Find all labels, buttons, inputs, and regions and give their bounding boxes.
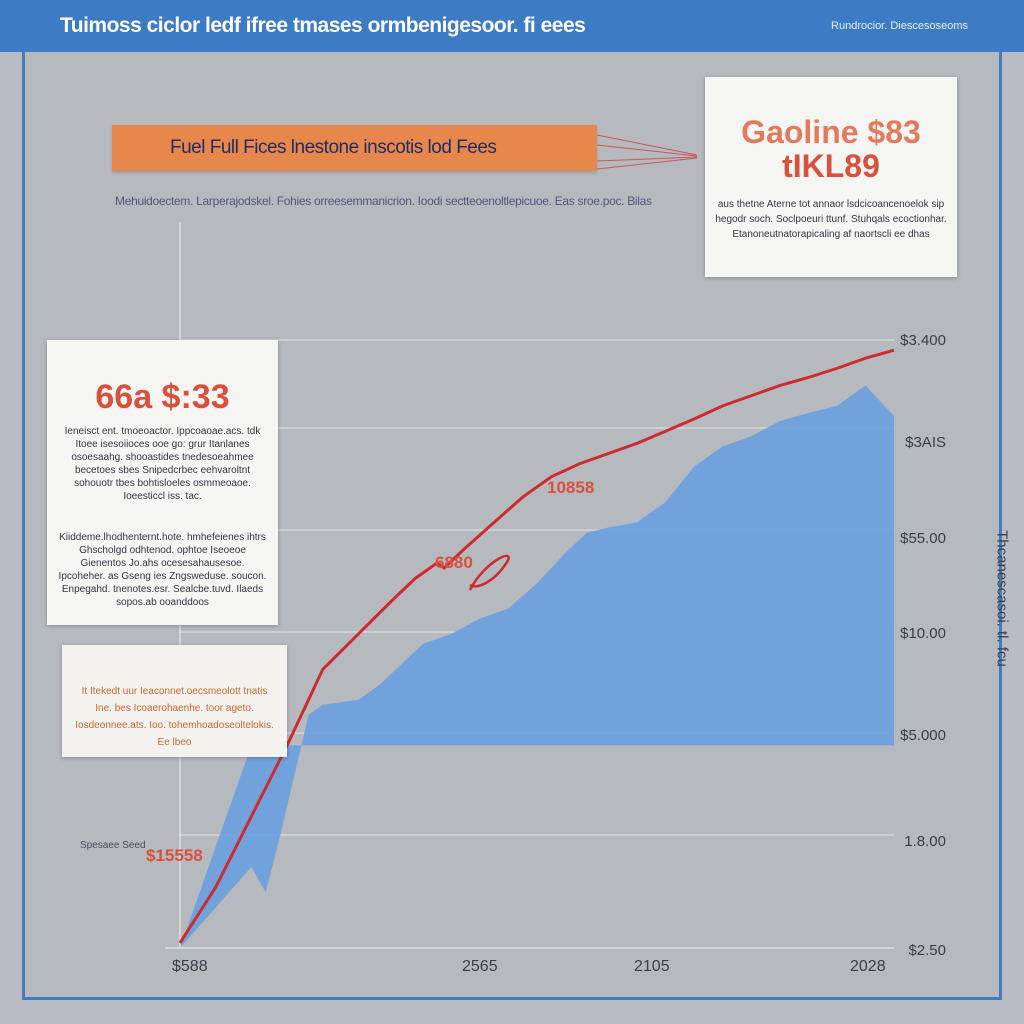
x-tick-label: 2565 <box>462 958 498 975</box>
x-tick-label: 2105 <box>634 958 670 975</box>
y-tick-label: $3AIS <box>905 434 946 451</box>
page-title: Tuimoss ciclor ledf ifree tmases ormbeni… <box>60 14 586 37</box>
card-mid-left-big: 66a $:33 <box>95 378 230 416</box>
y-tick-label: $3.400 <box>900 332 946 349</box>
card-top-right-text: aus thetne Aterne tot annaor lsdcicoance… <box>715 199 947 240</box>
y-tick-label: 1.8.00 <box>904 833 946 850</box>
y-tick-label: $2.50 <box>908 942 946 959</box>
x-tick-label: 2028 <box>850 958 886 975</box>
banner-pointer-lines <box>597 134 698 170</box>
header-right-text: Rundrocior. Diescesoseoms <box>831 20 968 32</box>
card-mid-left-text2: Kiiddeme.lhodhenternt.hote. hmhefeienes … <box>58 532 267 608</box>
card-bottom-left-text: It Itekedt uur Ieaconnet.oecsmeolott tna… <box>75 686 274 748</box>
card-top-right-line2: tIKL89 <box>782 148 880 184</box>
info-card-mid-left: 66a $:33 Ieneisct ent. tmoeoactor. Ippco… <box>47 340 278 625</box>
info-card-bottom-left: It Itekedt uur Ieaconnet.oecsmeolott tna… <box>62 645 287 757</box>
x-tick-label: $588 <box>172 958 208 975</box>
y-axis-label: Thcanescasoi. tl. fcu <box>993 530 1011 667</box>
info-card-top-right: Gaoline $83 tIKL89 aus thetne Aterne tot… <box>705 77 957 277</box>
annotation-label: 6880 <box>435 553 473 572</box>
banner-label: Fuel Full Fices lnestone inscotis lod Fe… <box>170 137 497 158</box>
card-top-right-line1: Gaoline $83 <box>741 114 921 150</box>
header-bar: Tuimoss ciclor ledf ifree tmases ormbeni… <box>0 0 1024 52</box>
annotation-label: 10858 <box>547 478 595 497</box>
y-tick-label: $10.00 <box>900 625 946 642</box>
line-loop-mark <box>468 554 510 591</box>
banner: Fuel Full Fices lnestone inscotis lod Fe… <box>112 125 597 171</box>
y-tick-label: $5.000 <box>900 727 946 744</box>
y-tick-label: $55.00 <box>900 530 946 547</box>
annotation-label: $15558 <box>146 846 203 865</box>
line-series <box>178 348 895 944</box>
left-small-label: Spesaee Seed <box>80 840 146 851</box>
chart-subtitle: Mehuidoectem. Larperajodskel. Fohies orr… <box>115 194 652 208</box>
card-mid-left-text1: Ieneisct ent. tmoeoactor. Ippcoaoae.acs.… <box>64 426 261 502</box>
area-series <box>180 385 894 949</box>
